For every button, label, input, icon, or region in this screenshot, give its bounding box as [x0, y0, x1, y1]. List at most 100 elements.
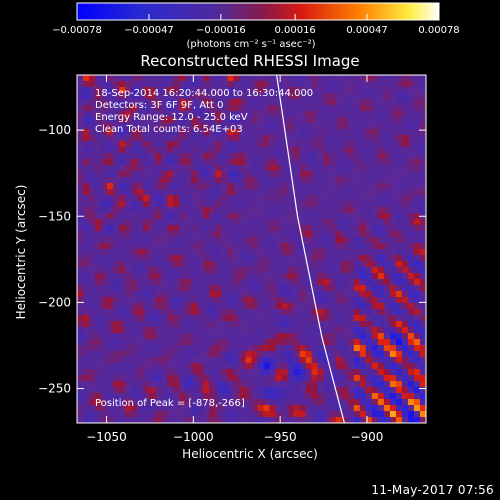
heatmap-cell: [377, 225, 385, 232]
heatmap-cell: [149, 339, 156, 346]
heatmap-cell: [305, 351, 313, 358]
heatmap-cell: [311, 405, 319, 412]
heatmap-cell: [179, 225, 186, 232]
heatmap-cell: [371, 201, 379, 208]
heatmap-cell: [323, 309, 331, 316]
heatmap-cell: [215, 405, 223, 412]
heatmap-cell: [215, 339, 223, 346]
heatmap-cell: [161, 237, 168, 244]
heatmap-cell: [137, 93, 144, 100]
heatmap-cell: [323, 93, 331, 100]
heatmap-cell: [275, 273, 283, 280]
heatmap-cell: [395, 387, 403, 394]
heatmap-cell: [221, 171, 229, 178]
heatmap-cell: [269, 123, 277, 130]
heatmap-cell: [263, 297, 271, 304]
heatmap-cell: [167, 261, 174, 268]
heatmap-cell: [227, 267, 235, 274]
heatmap-cell: [317, 333, 325, 340]
heatmap-cell: [281, 99, 289, 106]
heatmap-cell: [191, 417, 198, 423]
heatmap-cell: [233, 243, 241, 250]
heatmap-cell: [227, 147, 235, 154]
heatmap-cell: [161, 309, 168, 316]
heatmap-cell: [173, 141, 180, 148]
heatmap-cell: [173, 261, 180, 268]
heatmap-cell: [329, 159, 337, 166]
heatmap-cell: [125, 195, 132, 202]
heatmap-cell: [329, 345, 337, 352]
heatmap-cell: [239, 93, 247, 100]
heatmap-cell: [233, 225, 241, 232]
heatmap-cell: [227, 81, 235, 88]
heatmap-cell: [203, 363, 210, 370]
heatmap-cell: [101, 417, 108, 423]
heatmap-cell: [335, 153, 343, 160]
heatmap-cell: [305, 201, 313, 208]
heatmap-cell: [299, 357, 307, 364]
heatmap-cell: [125, 123, 132, 130]
heatmap-cell: [257, 111, 265, 118]
heatmap-cell: [407, 393, 415, 400]
heatmap-cell: [257, 315, 265, 322]
heatmap-cell: [293, 159, 301, 166]
heatmap-cell: [197, 417, 204, 423]
heatmap-cell: [377, 399, 385, 406]
heatmap-cell: [281, 201, 289, 208]
heatmap-cell: [197, 249, 204, 256]
heatmap-cell: [413, 351, 421, 358]
heatmap-cell: [269, 273, 277, 280]
heatmap-cell: [383, 219, 391, 226]
heatmap-cell: [377, 243, 385, 250]
heatmap-cell: [341, 249, 349, 256]
heatmap-cell: [89, 357, 96, 364]
heatmap-cell: [281, 243, 289, 250]
heatmap-cell: [191, 333, 198, 340]
heatmap-cell: [401, 117, 409, 124]
heatmap-cell: [161, 99, 168, 106]
heatmap-cell: [83, 141, 90, 148]
heatmap-cell: [89, 351, 96, 358]
heatmap-cell: [95, 333, 102, 340]
heatmap-cell: [263, 393, 271, 400]
heatmap-cell: [137, 219, 144, 226]
heatmap-cell: [293, 237, 301, 244]
heatmap-cell: [89, 369, 96, 376]
heatmap-cell: [209, 279, 216, 286]
heatmap-cell: [233, 147, 241, 154]
heatmap-cell: [107, 297, 114, 304]
heatmap-cell: [239, 351, 247, 358]
heatmap-cell: [89, 345, 96, 352]
heatmap-cell: [113, 363, 120, 370]
heatmap-cell: [125, 159, 132, 166]
heatmap-cell: [353, 357, 361, 364]
heatmap-cell: [389, 105, 397, 112]
heatmap-cell: [197, 141, 204, 148]
heatmap-cell: [143, 249, 150, 256]
heatmap-cell: [251, 369, 259, 376]
heatmap-cell: [233, 369, 241, 376]
heatmap-cell: [395, 153, 403, 160]
heatmap-cell: [359, 375, 367, 382]
heatmap-cell: [371, 219, 379, 226]
heatmap-cell: [269, 393, 277, 400]
heatmap-cell: [341, 111, 349, 118]
heatmap-cell: [119, 159, 126, 166]
heatmap-cell: [323, 87, 331, 94]
heatmap-cell: [263, 105, 271, 112]
heatmap-cell: [329, 237, 337, 244]
heatmap-cell: [311, 375, 319, 382]
heatmap-cell: [203, 405, 210, 412]
heatmap-cell: [83, 321, 90, 328]
heatmap-cell: [251, 297, 259, 304]
heatmap-cell: [149, 267, 156, 274]
heatmap-cell: [365, 177, 373, 184]
heatmap-cell: [185, 327, 192, 334]
heatmap-cell: [233, 339, 241, 346]
heatmap-cell: [395, 195, 403, 202]
heatmap-cell: [407, 339, 415, 346]
heatmap-cell: [143, 261, 150, 268]
heatmap-cell: [209, 249, 216, 256]
heatmap-cell: [221, 321, 229, 328]
heatmap-cell: [161, 93, 168, 100]
